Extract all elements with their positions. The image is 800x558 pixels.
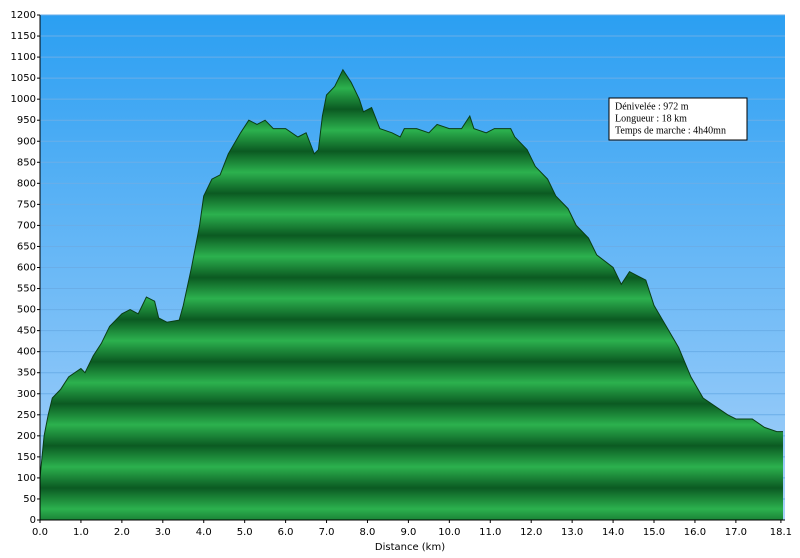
y-tick-label: 50 (23, 494, 36, 505)
x-tick-label: 6.0 (278, 527, 294, 538)
x-tick-label: 15.0 (643, 527, 665, 538)
x-tick-label: 7.0 (319, 527, 335, 538)
y-tick-label: 100 (17, 473, 36, 484)
annotation-line: Dénivelée : 972 m (615, 101, 689, 112)
x-tick-label: 3.0 (155, 527, 171, 538)
annotation: Dénivelée : 972 m Longueur : 18 km Temps… (608, 97, 748, 141)
y-tick-label: 950 (17, 115, 36, 126)
y-tick-label: 350 (17, 368, 36, 379)
y-tick-label: 500 (17, 305, 36, 316)
x-tick-label: 4.0 (196, 527, 212, 538)
x-tick-label: 12.0 (520, 527, 542, 538)
y-tick-label: 750 (17, 199, 36, 210)
y-tick-label: 400 (17, 347, 36, 358)
y-tick-label: 550 (17, 284, 36, 295)
annotation-box (608, 97, 748, 141)
area-fill (40, 69, 783, 520)
y-tick-label: 800 (17, 178, 36, 189)
x-tick-label: 18.1 (770, 527, 792, 538)
y-tick-label: 650 (17, 241, 36, 252)
x-tick-label: 13.0 (561, 527, 583, 538)
x-tick-label: 10.0 (438, 527, 460, 538)
area-line (39, 68, 783, 478)
y-tick-label: 700 (17, 220, 36, 231)
annotation-line: Temps de marche : 4h40mn (615, 125, 726, 136)
x-tick-label: 11.0 (479, 527, 501, 538)
x-tick-label: 2.0 (114, 527, 130, 538)
x-tick-label: 17.0 (725, 527, 747, 538)
annotation-line: Longueur : 18 km (615, 113, 687, 124)
y-tick-label: 450 (17, 326, 36, 337)
y-tick-label: 150 (17, 452, 36, 463)
x-axis-label: Distance (km) (375, 542, 445, 553)
y-tick-label: 600 (17, 263, 36, 274)
y-tick-label: 900 (17, 136, 36, 147)
y-tick-label: 1150 (11, 31, 36, 42)
x-tick-label: 0.0 (32, 527, 48, 538)
y-tick-label: 1200 (11, 10, 36, 21)
y-tick-label: 200 (17, 431, 36, 442)
y-tick-label: 300 (17, 389, 36, 400)
y-tick-label: 850 (17, 157, 36, 168)
y-tick-label: 1050 (11, 73, 36, 84)
y-tick-label: 250 (17, 410, 36, 421)
x-tick-label: 5.0 (237, 527, 253, 538)
x-tick-label: 9.0 (400, 527, 416, 538)
x-tick-label: 1.0 (73, 527, 89, 538)
y-tick-label: 1000 (11, 94, 36, 105)
y-tick-label: 1100 (11, 52, 36, 63)
x-tick-label: 14.0 (602, 527, 624, 538)
x-tick-label: 8.0 (360, 527, 376, 538)
y-tick-label: 0 (30, 515, 36, 526)
x-tick-label: 16.0 (684, 527, 706, 538)
